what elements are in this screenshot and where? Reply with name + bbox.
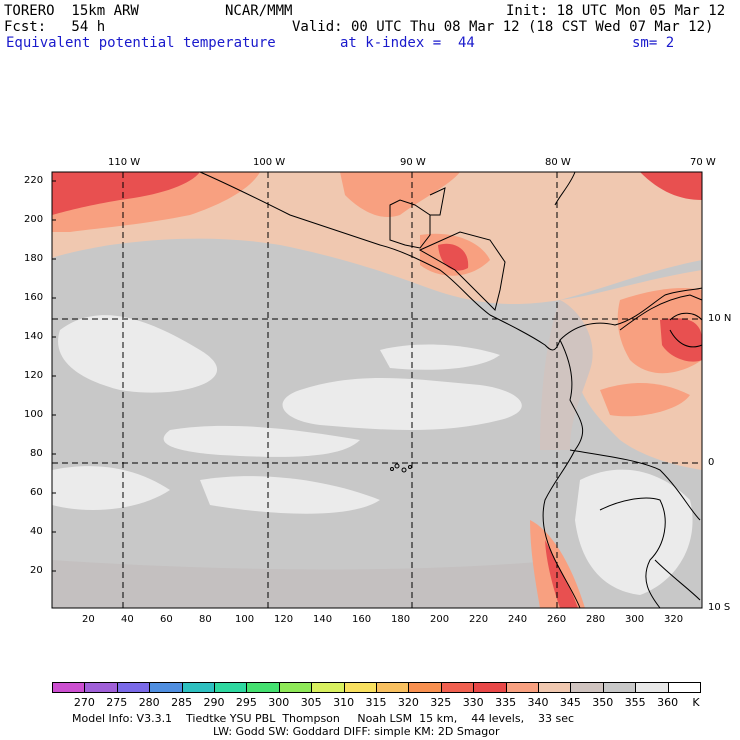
x-label: 100 bbox=[235, 614, 255, 625]
x-label: 220 bbox=[469, 614, 489, 625]
colorbar-swatch bbox=[149, 682, 183, 693]
y-label: 60 bbox=[30, 487, 43, 498]
colorbar-label: 335 bbox=[495, 696, 517, 709]
colorbar-swatch bbox=[116, 682, 151, 693]
colorbar-swatch bbox=[505, 682, 539, 693]
x-label: 260 bbox=[547, 614, 567, 625]
field-name: Equivalent potential temperature bbox=[6, 35, 276, 51]
x-label: 120 bbox=[274, 614, 294, 625]
colorbar-swatch bbox=[667, 682, 701, 693]
x-label: 60 bbox=[160, 614, 173, 625]
colorbar-swatch bbox=[343, 682, 377, 693]
level-index: at k-index = 44 bbox=[340, 35, 475, 51]
colorbar-label: 285 bbox=[171, 696, 193, 709]
colorbar-swatch bbox=[376, 682, 410, 693]
colorbar-swatch bbox=[311, 682, 345, 693]
y-label: 20 bbox=[30, 565, 43, 576]
x-label: 300 bbox=[625, 614, 645, 625]
colorbar-swatch bbox=[440, 682, 475, 693]
colorbar-label: 345 bbox=[559, 696, 581, 709]
x-label: 20 bbox=[82, 614, 95, 625]
colorbar-swatch bbox=[602, 682, 637, 693]
axis-ticks bbox=[52, 180, 56, 572]
x-label: 140 bbox=[313, 614, 333, 625]
smoothing: sm= 2 bbox=[632, 35, 675, 51]
colorbar-label: 295 bbox=[235, 696, 257, 709]
colorbar-label: 325 bbox=[430, 696, 452, 709]
colorbar-label: 350 bbox=[592, 696, 614, 709]
colorbar-swatch bbox=[214, 682, 248, 693]
colorbar-swatch bbox=[181, 682, 215, 693]
colorbar-label: 275 bbox=[106, 696, 128, 709]
field-shading bbox=[52, 172, 702, 608]
x-label: 80 bbox=[199, 614, 212, 625]
physics-info: LW: Godd SW: Goddard DIFF: simple KM: 2D… bbox=[213, 725, 500, 738]
x-label: 320 bbox=[664, 614, 684, 625]
colorbar-label: 340 bbox=[527, 696, 549, 709]
colorbar-swatch bbox=[635, 682, 669, 693]
colorbar-label: 355 bbox=[624, 696, 646, 709]
colorbar-swatch bbox=[570, 682, 604, 693]
x-label: 160 bbox=[352, 614, 372, 625]
y-label: 220 bbox=[24, 175, 44, 186]
colorbar-label: 330 bbox=[462, 696, 484, 709]
colorbar-label: 315 bbox=[365, 696, 387, 709]
x-label: 280 bbox=[586, 614, 606, 625]
lat-label-10s: 10 S bbox=[708, 602, 731, 613]
organization: NCAR/MMM bbox=[225, 3, 293, 19]
x-label: 200 bbox=[430, 614, 450, 625]
map-frame bbox=[51, 171, 703, 609]
lat-label-10n: 10 N bbox=[708, 313, 732, 324]
valid-time: Valid: 00 UTC Thu 08 Mar 12 (18 CST Wed … bbox=[292, 19, 714, 35]
y-label: 80 bbox=[30, 448, 43, 459]
y-label: 180 bbox=[24, 253, 44, 264]
colorbar-swatch bbox=[278, 682, 313, 693]
lon-label-110w: 110 W bbox=[108, 157, 141, 168]
colorbar-swatch bbox=[538, 682, 572, 693]
colorbar-swatch bbox=[408, 682, 442, 693]
colorbar-label: 280 bbox=[138, 696, 160, 709]
x-label: 240 bbox=[508, 614, 528, 625]
colorbar-swatch bbox=[52, 682, 86, 693]
y-label: 160 bbox=[24, 292, 44, 303]
y-label: 120 bbox=[24, 370, 44, 381]
lon-label-100w: 100 W bbox=[253, 157, 286, 168]
colorbar-swatch bbox=[473, 682, 507, 693]
model-title: TORERO 15km ARW bbox=[4, 3, 139, 19]
colorbar-label: 300 bbox=[268, 696, 290, 709]
model-info: Model Info: V3.3.1 Tiedtke YSU PBL Thomp… bbox=[72, 712, 575, 725]
colorbar-label: 360 bbox=[657, 696, 679, 709]
colorbar-unit: K bbox=[692, 696, 700, 709]
y-label: 100 bbox=[24, 409, 44, 420]
colorbar-label: 270 bbox=[73, 696, 95, 709]
y-label: 200 bbox=[24, 214, 44, 225]
lon-label-80w: 80 W bbox=[545, 157, 571, 168]
lat-label-0: 0 bbox=[708, 457, 715, 468]
y-label: 40 bbox=[30, 526, 43, 537]
y-label: 140 bbox=[24, 331, 44, 342]
init-time: Init: 18 UTC Mon 05 Mar 12 bbox=[506, 3, 726, 19]
colorbar-label: 290 bbox=[203, 696, 225, 709]
colorbar-label: 310 bbox=[333, 696, 355, 709]
lon-label-70w: 70 W bbox=[690, 157, 716, 168]
colorbar-swatch bbox=[246, 682, 280, 693]
colorbar-label: 305 bbox=[300, 696, 322, 709]
lon-label-90w: 90 W bbox=[400, 157, 426, 168]
colorbar-label: 320 bbox=[397, 696, 419, 709]
colorbar-swatch bbox=[84, 682, 118, 693]
x-label: 180 bbox=[391, 614, 411, 625]
x-label: 40 bbox=[121, 614, 134, 625]
forecast-hour: Fcst: 54 h bbox=[4, 19, 106, 35]
grid-lines bbox=[52, 172, 702, 608]
